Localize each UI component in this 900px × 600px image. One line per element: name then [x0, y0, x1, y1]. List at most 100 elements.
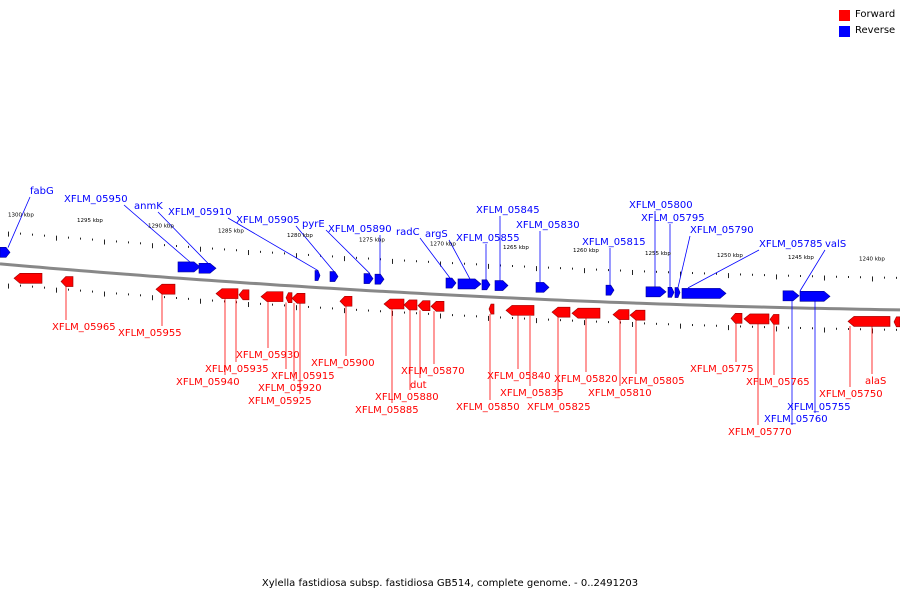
reverse-gene-label[interactable]: XFLM_05910 — [168, 207, 232, 218]
scale-tick-lower — [248, 302, 249, 308]
scale-tick-lower — [704, 324, 705, 327]
reverse-gene-label[interactable]: XFLM_05845 — [476, 205, 540, 216]
forward-gene-arrow[interactable] — [743, 313, 770, 325]
reverse-gene-label[interactable]: XFLM_05800 — [629, 200, 693, 211]
reverse-gene-arrow[interactable] — [605, 284, 615, 296]
scale-tick-upper — [44, 234, 45, 237]
scale-tick-upper — [608, 269, 609, 272]
forward-gene-arrow[interactable] — [215, 288, 239, 299]
scale-tick-lower — [620, 321, 621, 324]
forward-gene-arrow[interactable] — [505, 305, 535, 316]
forward-gene-arrow[interactable] — [291, 293, 306, 304]
forward-gene-label[interactable]: XFLM_05765 — [746, 377, 810, 388]
reverse-gene-label[interactable]: fabG — [30, 186, 54, 197]
reverse-gene-arrow[interactable] — [314, 270, 321, 281]
reverse-gene-arrow[interactable] — [374, 273, 385, 285]
scale-tick-upper — [296, 253, 297, 259]
reverse-gene-arrow[interactable] — [445, 277, 457, 289]
forward-gene-arrow[interactable] — [430, 301, 445, 312]
reverse-gene-label[interactable]: XFLM_05815 — [582, 237, 646, 248]
forward-gene-arrow[interactable] — [893, 316, 900, 328]
reverse-gene-label[interactable]: XFLM_05755 — [787, 402, 851, 413]
reverse-gene-arrow[interactable] — [198, 262, 217, 274]
forward-gene-arrow[interactable] — [383, 298, 405, 310]
reverse-gene-arrow[interactable] — [0, 247, 11, 258]
forward-gene-arrow[interactable] — [629, 309, 646, 321]
forward-gene-arrow[interactable] — [403, 299, 418, 311]
forward-gene-label[interactable]: XFLM_05915 — [271, 371, 335, 382]
reverse-gene-arrow[interactable] — [799, 291, 831, 302]
forward-gene-arrow[interactable] — [551, 306, 571, 318]
reverse-gene-label[interactable]: pyrE — [302, 219, 325, 230]
forward-gene-label[interactable]: XFLM_05920 — [258, 383, 322, 394]
reverse-gene-arrow[interactable] — [681, 288, 727, 299]
forward-gene-label[interactable]: XFLM_05940 — [176, 377, 240, 388]
reverse-gene-arrow[interactable] — [481, 279, 491, 291]
reverse-gene-arrow[interactable] — [494, 280, 509, 291]
forward-gene-arrow[interactable] — [238, 289, 250, 301]
scale-tick-upper — [896, 276, 897, 279]
reverse-gene-arrow[interactable] — [535, 282, 550, 293]
forward-gene-arrow[interactable] — [571, 307, 601, 319]
reverse-gene-arrow[interactable] — [177, 261, 201, 273]
reverse-gene-arrow[interactable] — [674, 287, 681, 298]
forward-gene-label[interactable]: XFLM_05965 — [52, 322, 116, 333]
forward-gene-label[interactable]: XFLM_05805 — [621, 376, 685, 387]
forward-gene-label[interactable]: XFLM_05930 — [236, 350, 300, 361]
scale-tick-lower — [632, 321, 633, 327]
forward-gene-label[interactable]: XFLM_05935 — [205, 364, 269, 375]
forward-gene-label[interactable]: XFLM_05885 — [355, 405, 419, 416]
forward-gene-label[interactable]: XFLM_05925 — [248, 396, 312, 407]
reverse-gene-arrow[interactable] — [645, 286, 667, 298]
forward-gene-arrow[interactable] — [730, 313, 743, 324]
forward-gene-arrow[interactable] — [260, 291, 284, 302]
forward-gene-arrow[interactable] — [488, 303, 495, 315]
reverse-gene-label[interactable]: XFLM_05905 — [236, 215, 300, 226]
reverse-gene-label[interactable]: valS — [825, 239, 846, 250]
forward-gene-label[interactable]: XFLM_05810 — [588, 388, 652, 399]
forward-gene-label[interactable]: XFLM_05835 — [500, 388, 564, 399]
forward-gene-label[interactable]: XFLM_05750 — [819, 389, 883, 400]
forward-gene-label[interactable]: XFLM_05900 — [311, 358, 375, 369]
forward-gene-label[interactable]: XFLM_05820 — [554, 374, 618, 385]
forward-gene-label[interactable]: XFLM_05870 — [401, 366, 465, 377]
reverse-gene-label[interactable]: XFLM_05890 — [328, 224, 392, 235]
reverse-gene-label[interactable]: XFLM_05785 — [759, 239, 823, 250]
forward-gene-arrow[interactable] — [285, 292, 293, 304]
forward-gene-arrow[interactable] — [339, 295, 353, 307]
reverse-gene-label[interactable]: XFLM_05950 — [64, 194, 128, 205]
forward-gene-label[interactable]: XFLM_05955 — [118, 328, 182, 339]
reverse-gene-label[interactable]: XFLM_05790 — [690, 225, 754, 236]
reverse-gene-arrow[interactable] — [363, 273, 374, 284]
scale-tick-lower — [200, 298, 201, 304]
reverse-gene-arrow[interactable] — [667, 287, 675, 298]
forward-gene-arrow[interactable] — [847, 316, 891, 327]
forward-gene-label[interactable]: dut — [410, 380, 427, 391]
forward-gene-arrow[interactable] — [60, 276, 74, 287]
reverse-gene-label[interactable]: XFLM_05855 — [456, 233, 520, 244]
forward-gene-arrow[interactable] — [13, 273, 43, 284]
reverse-gene-label[interactable]: argS — [425, 229, 448, 240]
forward-gene-label[interactable]: XFLM_05880 — [375, 392, 439, 403]
reverse-gene-label[interactable]: XFLM_05795 — [641, 213, 705, 224]
forward-gene-label[interactable]: XFLM_05770 — [728, 427, 792, 438]
reverse-gene-label[interactable]: XFLM_05830 — [516, 220, 580, 231]
forward-gene-arrow[interactable] — [417, 300, 431, 311]
scale-label: 1295 kbp — [77, 218, 103, 224]
forward-gene-label[interactable]: XFLM_05850 — [456, 402, 520, 413]
reverse-gene-arrow[interactable] — [457, 278, 482, 290]
reverse-gene-label[interactable]: anmK — [134, 201, 163, 212]
forward-gene-label[interactable]: XFLM_05840 — [487, 371, 551, 382]
forward-gene-label[interactable]: alaS — [865, 376, 886, 387]
forward-gene-arrow[interactable] — [612, 309, 630, 320]
scale-tick-upper — [176, 244, 177, 247]
forward-gene-label[interactable]: XFLM_05825 — [527, 402, 591, 413]
forward-gene-arrow[interactable] — [155, 283, 176, 295]
scale-tick-upper — [236, 249, 237, 252]
reverse-gene-label[interactable]: XFLM_05760 — [764, 414, 828, 425]
reverse-gene-label[interactable]: radC — [396, 227, 420, 238]
reverse-gene-arrow[interactable] — [329, 271, 339, 282]
reverse-gene-arrow[interactable] — [782, 290, 800, 302]
forward-gene-label[interactable]: XFLM_05775 — [690, 364, 754, 375]
forward-gene-arrow[interactable] — [769, 314, 780, 325]
